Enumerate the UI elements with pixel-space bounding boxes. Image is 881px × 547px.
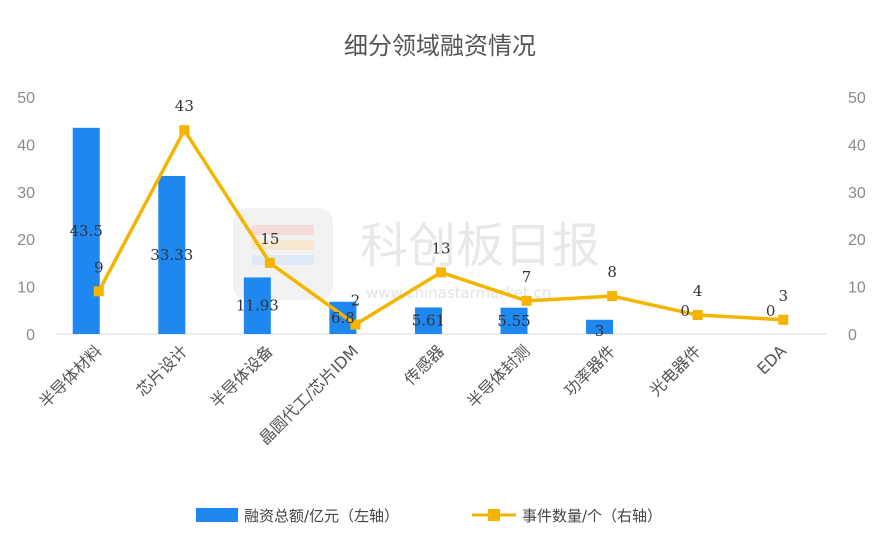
- left-axis-tick-label: 30: [17, 185, 35, 202]
- category-label: 半导体材料: [36, 341, 106, 411]
- bar: [158, 176, 186, 334]
- right-axis-tick-label: 10: [848, 280, 866, 297]
- bar: [243, 277, 271, 334]
- line-value-label: 4: [693, 282, 703, 300]
- left-axis-tick-label: 40: [17, 137, 35, 154]
- bar-value-label: 0: [680, 302, 690, 320]
- line-point-marker: [93, 286, 104, 297]
- line-point-marker: [436, 267, 446, 278]
- left-axis-tick-label: 0: [26, 327, 35, 344]
- line-value-label: 43: [175, 97, 194, 115]
- category-label: 传感器: [400, 341, 447, 388]
- line-series: [93, 125, 789, 330]
- left-axis-tick-label: 10: [17, 280, 35, 297]
- line-value-label: 9: [94, 258, 104, 276]
- category-label: 半导体设备: [207, 341, 277, 411]
- legend-bar-label: 融资总额/亿元（左轴）: [244, 507, 399, 525]
- line-value-label: 15: [260, 230, 279, 248]
- legend-bar-swatch: [196, 508, 238, 522]
- left-axis-tick-label: 20: [17, 232, 35, 249]
- category-label: 芯片设计: [132, 341, 191, 400]
- right-axis-tick-label: 50: [848, 90, 866, 107]
- line-point-marker: [350, 319, 361, 330]
- line-point-marker: [778, 314, 789, 325]
- bar-value-label: 5.61: [412, 312, 445, 330]
- chart-title: 细分领域融资情况: [344, 32, 536, 60]
- line-point-marker: [264, 257, 275, 268]
- line-value-label: 3: [778, 287, 788, 305]
- right-axis-tick-label: 0: [848, 327, 857, 344]
- watermark-brand-text: 科创板日报: [360, 218, 600, 274]
- category-label: EDA: [753, 341, 790, 378]
- bar-value-label: 11.93: [236, 297, 279, 315]
- watermark-logo-stripe: [252, 225, 314, 235]
- line-point-marker: [179, 125, 190, 136]
- bar-series: [72, 127, 614, 334]
- watermark-logo: 科创板日报 www.chinastarmarket.cn: [233, 208, 600, 302]
- bar: [72, 127, 100, 334]
- watermark-logo-stripe: [252, 240, 314, 250]
- bar-value-label: 6.8: [331, 309, 355, 327]
- line-point-marker: [692, 310, 703, 321]
- bar-value-label: 3: [595, 322, 605, 340]
- left-axis-tick-label: 50: [17, 90, 35, 107]
- legend-line-marker: [488, 509, 500, 521]
- line-value-label: 8: [607, 263, 617, 281]
- category-label: 半导体封测: [463, 341, 533, 411]
- legend: 融资总额/亿元（左轴） 事件数量/个（右轴）: [196, 507, 662, 525]
- bar-value-label: 33.33: [150, 246, 193, 264]
- line-point-marker: [521, 295, 532, 306]
- category-label: 功率器件: [560, 341, 619, 400]
- bar: [586, 319, 614, 334]
- watermark-logo-stripe: [252, 255, 314, 265]
- bar: [414, 307, 442, 334]
- line-point-marker: [607, 291, 618, 302]
- bar-value-label: 0: [766, 302, 776, 320]
- line-value-label: 13: [431, 239, 450, 257]
- bar-value-label: 5.55: [497, 312, 530, 330]
- category-label: 光电器件: [646, 341, 705, 400]
- right-axis-tick-label: 40: [848, 137, 866, 154]
- legend-line-label: 事件数量/个（右轴）: [522, 507, 662, 525]
- right-axis-tick-label: 30: [848, 185, 866, 202]
- right-axis-tick-label: 20: [848, 232, 866, 249]
- line-value-label: 2: [351, 292, 361, 310]
- bar-value-label: 43.5: [70, 222, 103, 240]
- line-value-label: 7: [522, 268, 532, 286]
- bar: [500, 307, 528, 334]
